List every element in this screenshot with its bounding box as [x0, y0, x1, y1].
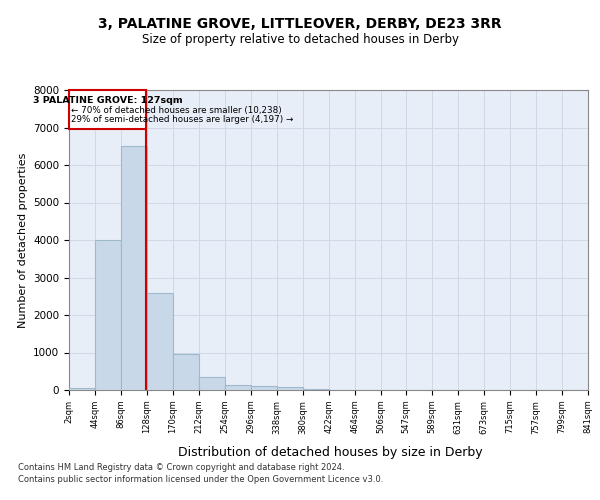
Bar	[95, 240, 121, 390]
Text: Contains public sector information licensed under the Open Government Licence v3: Contains public sector information licen…	[18, 475, 383, 484]
Text: 29% of semi-detached houses are larger (4,197) →: 29% of semi-detached houses are larger (…	[71, 116, 293, 124]
Bar	[173, 354, 199, 390]
Bar	[251, 386, 277, 390]
Bar	[277, 388, 303, 390]
Bar	[303, 389, 329, 390]
Bar	[69, 90, 146, 130]
Text: Size of property relative to detached houses in Derby: Size of property relative to detached ho…	[142, 32, 458, 46]
Text: ← 70% of detached houses are smaller (10,238): ← 70% of detached houses are smaller (10…	[71, 106, 281, 115]
Text: 3, PALATINE GROVE, LITTLEOVER, DERBY, DE23 3RR: 3, PALATINE GROVE, LITTLEOVER, DERBY, DE…	[98, 18, 502, 32]
Bar	[121, 146, 147, 390]
Bar	[69, 388, 95, 390]
Y-axis label: Number of detached properties: Number of detached properties	[17, 152, 28, 328]
Text: 3 PALATINE GROVE: 127sqm: 3 PALATINE GROVE: 127sqm	[32, 96, 182, 104]
Bar	[199, 377, 225, 390]
Text: Distribution of detached houses by size in Derby: Distribution of detached houses by size …	[178, 446, 482, 459]
Bar	[225, 385, 251, 390]
Bar	[147, 292, 173, 390]
Text: Contains HM Land Registry data © Crown copyright and database right 2024.: Contains HM Land Registry data © Crown c…	[18, 464, 344, 472]
